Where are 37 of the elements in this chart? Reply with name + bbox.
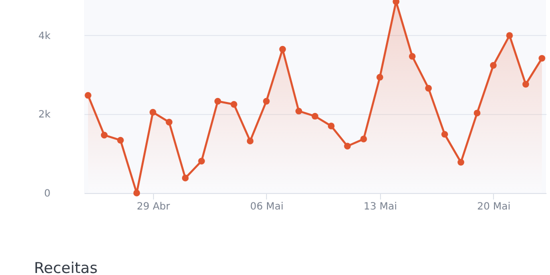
point xyxy=(506,32,513,39)
x-tick-label: 20 Mai xyxy=(477,202,511,212)
point xyxy=(198,158,205,164)
y-tick-label: 0 xyxy=(44,188,50,200)
point xyxy=(376,74,384,81)
point xyxy=(117,136,124,144)
text: Receitas xyxy=(34,259,98,275)
point xyxy=(100,132,108,138)
y-tick-label: 2k xyxy=(38,110,51,121)
point xyxy=(538,54,546,62)
point xyxy=(441,130,448,138)
point xyxy=(522,80,530,88)
point xyxy=(133,190,140,196)
point xyxy=(312,112,318,120)
x-tick-label: 29 Abr xyxy=(136,202,171,212)
point xyxy=(408,52,416,60)
point xyxy=(490,62,497,69)
point xyxy=(84,92,92,99)
y-tick-label: 4k xyxy=(38,30,51,42)
point xyxy=(344,142,351,150)
point xyxy=(263,98,270,105)
x-tick-label: 13 Mai xyxy=(364,202,398,212)
point xyxy=(458,158,464,166)
point xyxy=(328,122,335,130)
point xyxy=(182,174,189,182)
point xyxy=(246,138,254,144)
point xyxy=(425,84,432,92)
point xyxy=(392,0,400,5)
point xyxy=(474,110,480,116)
point xyxy=(295,108,302,114)
point xyxy=(279,46,286,53)
point xyxy=(150,108,156,116)
point xyxy=(360,136,367,142)
point xyxy=(230,101,238,108)
point xyxy=(166,118,172,126)
x-tick-label: 06 Mai xyxy=(250,202,284,212)
point xyxy=(214,98,222,105)
